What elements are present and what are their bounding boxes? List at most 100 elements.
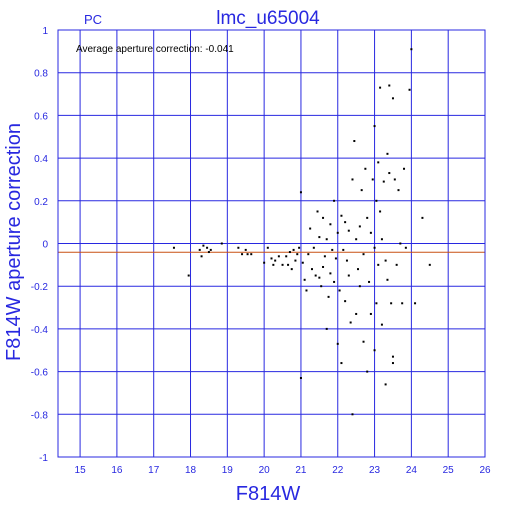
- data-point: [408, 88, 411, 91]
- data-point: [290, 268, 293, 271]
- x-tick-label: 17: [148, 465, 160, 476]
- data-point: [364, 167, 367, 170]
- data-point: [241, 253, 244, 256]
- data-point: [373, 349, 376, 352]
- data-point: [377, 263, 380, 266]
- data-point: [366, 216, 369, 219]
- data-point: [287, 263, 290, 266]
- y-tick-label: 0.4: [34, 154, 48, 165]
- data-point: [355, 312, 358, 315]
- data-point: [388, 84, 391, 87]
- data-point: [331, 248, 334, 251]
- y-tick-label: 0.8: [34, 69, 48, 80]
- data-point: [281, 263, 284, 266]
- data-point: [404, 246, 407, 249]
- data-point: [220, 242, 223, 245]
- y-tick-label: 0.6: [34, 111, 48, 122]
- data-point: [369, 231, 372, 234]
- data-point: [377, 161, 380, 164]
- data-point: [344, 221, 347, 224]
- data-point: [270, 257, 273, 260]
- x-tick-labels: 15 16 17 18 19 20 21 22 23 24 25 26: [75, 465, 491, 476]
- data-point: [303, 278, 306, 281]
- data-point: [375, 199, 378, 202]
- data-point: [207, 251, 210, 254]
- data-point: [373, 246, 376, 249]
- data-point: [322, 216, 325, 219]
- data-point: [371, 178, 374, 181]
- data-point: [312, 246, 315, 249]
- x-axis-label: F814W: [236, 483, 301, 505]
- data-point: [333, 199, 336, 202]
- data-point: [386, 152, 389, 155]
- x-tick-label: 23: [369, 465, 381, 476]
- data-point: [187, 274, 190, 277]
- data-point: [401, 302, 404, 305]
- data-point: [314, 274, 317, 277]
- data-point: [316, 210, 319, 213]
- x-tick-label: 26: [479, 465, 491, 476]
- data-point: [320, 285, 323, 288]
- data-point: [307, 253, 310, 256]
- x-tick-label: 19: [222, 465, 234, 476]
- y-tick-label: 1: [42, 26, 48, 37]
- data-point: [327, 295, 330, 298]
- data-point: [325, 238, 328, 241]
- data-points: [172, 48, 431, 416]
- corner-label: PC: [84, 12, 102, 27]
- data-point: [299, 191, 302, 194]
- data-point: [209, 248, 212, 251]
- x-tick-label: 22: [332, 465, 344, 476]
- data-point: [349, 321, 352, 324]
- y-tick-label: -0.6: [31, 368, 49, 379]
- data-point: [382, 180, 385, 183]
- data-point: [250, 253, 253, 256]
- data-point: [288, 251, 291, 254]
- data-point: [200, 255, 203, 258]
- data-point: [336, 231, 339, 234]
- data-point: [345, 259, 348, 262]
- data-point: [299, 377, 302, 380]
- data-point: [357, 268, 360, 271]
- data-point: [380, 238, 383, 241]
- data-point: [202, 244, 205, 247]
- data-point: [292, 248, 295, 251]
- data-point: [344, 300, 347, 303]
- data-point: [266, 246, 269, 249]
- chart-title: lmc_u65004: [216, 8, 320, 29]
- reference-lines: [58, 243, 485, 253]
- data-point: [294, 259, 297, 262]
- data-point: [366, 370, 369, 373]
- data-point: [410, 48, 413, 51]
- data-point: [329, 272, 332, 275]
- data-point: [399, 242, 402, 245]
- x-tick-label: 18: [185, 465, 197, 476]
- x-tick-label: 24: [406, 465, 418, 476]
- data-point: [353, 140, 356, 143]
- data-point: [301, 261, 304, 264]
- data-point: [285, 255, 288, 258]
- data-point: [428, 263, 431, 266]
- data-point: [395, 263, 398, 266]
- data-point: [384, 383, 387, 386]
- data-point: [386, 278, 389, 281]
- x-tick-label: 20: [259, 465, 271, 476]
- data-point: [347, 229, 350, 232]
- data-point: [379, 86, 382, 89]
- data-point: [403, 167, 406, 170]
- data-point: [362, 253, 365, 256]
- y-tick-label: 0: [42, 240, 48, 251]
- y-tick-label: -0.8: [31, 410, 49, 421]
- y-tick-labels: 1 0.8 0.6 0.4 0.2 0 -0.2 -0.4 -0.6 -0.8 -1: [31, 26, 49, 464]
- data-point: [310, 268, 313, 271]
- data-point: [391, 355, 394, 358]
- data-point: [323, 255, 326, 258]
- data-point: [421, 216, 424, 219]
- data-point: [358, 225, 361, 228]
- data-point: [318, 236, 321, 239]
- data-point: [277, 255, 280, 258]
- x-tick-label: 16: [111, 465, 123, 476]
- data-point: [351, 413, 354, 416]
- data-point: [305, 289, 308, 292]
- data-point: [298, 246, 301, 249]
